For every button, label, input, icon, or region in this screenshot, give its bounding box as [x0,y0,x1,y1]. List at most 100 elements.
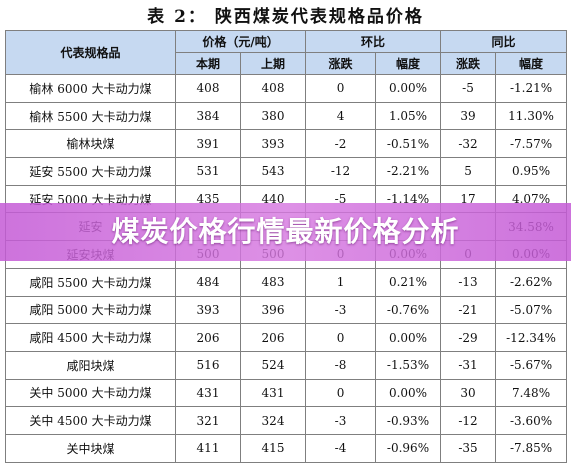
table-cell: -2.62% [495,267,568,297]
table-cell: 411 [175,433,241,463]
table-cell: 0 [305,323,377,352]
table-row: 咸阳 5500 大卡动力煤 484 483 1 0.21% -13 -2.62% [5,267,568,297]
table-cell: 0 [305,378,377,408]
table-cell: 206 [175,323,241,352]
table-row: 关中 4500 大卡动力煤 321 324 -3 -0.93% -12 -3.60% [5,406,568,435]
title: 表 2： 陕西煤炭代表规格品价格 [147,7,424,27]
table-cell: 1.05% [375,101,442,131]
table-cell: 0.00% [375,74,442,103]
table-cell: 4 [305,101,377,131]
table-cell: 0.21% [375,267,442,297]
table-cell: 206 [239,323,307,352]
table-row: 延安 5500 大卡动力煤 531 543 -12 -2.21% 5 0.95% [5,157,568,186]
header-cell: 价格（元/吨） [174,30,307,53]
table-cell: 321 [175,406,241,435]
subheader-cell: 幅度 [375,52,442,75]
table-cell: -2 [305,129,377,159]
table-cell: 咸阳 5000 大卡动力煤 [5,295,176,325]
header-cell: 同比 [440,30,568,53]
table-row: 关中 5000 大卡动力煤 431 431 0 0.00% 30 7.48% [5,378,568,408]
table-cell: 431 [175,378,241,408]
table-cell: 7.48% [495,378,568,408]
table-row: 咸阳 4500 大卡动力煤 206 206 0 0.00% -29 -12.34% [5,323,568,352]
table-row: 榆林 5500 大卡动力煤 384 380 4 1.05% 39 11.30% [5,101,568,131]
subheader-cell: 上期 [239,52,307,75]
table-cell: 0.00% [375,378,442,408]
table-cell: 关中块煤 [5,433,176,463]
table-cell: 408 [239,74,307,103]
table-cell: -21 [440,295,497,325]
table-cell: -35 [440,433,497,463]
table-cell: 483 [239,267,307,297]
table-cell: 431 [239,378,307,408]
banner: 煤炭价格行情最新价格分析 [0,203,571,261]
table-cell: 408 [175,74,241,103]
header-cell: 代表规格品 [5,30,176,75]
table-cell: 榆林 6000 大卡动力煤 [5,74,176,103]
table-row: 咸阳 5000 大卡动力煤 393 396 -3 -0.76% -21 -5.07% [5,295,568,325]
table-cell: 1 [305,267,377,297]
table-cell: 咸阳块煤 [5,350,176,380]
table-cell: 延安 5500 大卡动力煤 [5,157,176,186]
table-cell: 391 [175,129,241,159]
subheader-cell: 涨跌 [440,52,497,75]
table-cell: -0.51% [375,129,442,159]
table-cell: 关中 5000 大卡动力煤 [5,378,176,408]
table-cell: -3 [305,406,377,435]
table-cell: 484 [175,267,241,297]
table-cell: -7.85% [495,433,568,463]
table-cell: -12 [305,157,377,186]
table-cell: -3 [305,295,377,325]
subheader-cell: 幅度 [495,52,568,75]
table-cell: -5.07% [495,295,568,325]
table-cell: -12.34% [495,323,568,352]
table-cell: 0 [305,74,377,103]
subheader-cell: 本期 [175,52,241,75]
table-cell: -7.57% [495,129,568,159]
table-cell: 396 [239,295,307,325]
table-cell: -1.53% [375,350,442,380]
table-cell: 0.00% [375,323,442,352]
table-cell: -0.93% [375,406,442,435]
table-cell: 393 [175,295,241,325]
table-cell: 415 [239,433,307,463]
table-cell: 5 [440,157,497,186]
table-cell: 384 [175,101,241,131]
table-cell: -5.67% [495,350,568,380]
table-cell: 543 [239,157,307,186]
table-cell: -12 [440,406,497,435]
table-cell: -2.21% [375,157,442,186]
table-cell: 393 [239,129,307,159]
table-cell: -32 [440,129,497,159]
table-cell: -3.60% [495,406,568,435]
table-row: 关中块煤 411 415 -4 -0.96% -35 -7.85% [5,433,568,463]
subheader-cell: 涨跌 [305,52,377,75]
table-cell: -29 [440,323,497,352]
table-cell: 11.30% [495,101,568,131]
table-cell: 30 [440,378,497,408]
table-cell: -13 [440,267,497,297]
table-cell: 324 [239,406,307,435]
table-cell: 榆林 5500 大卡动力煤 [5,101,176,131]
table-cell: 380 [239,101,307,131]
table-cell: -4 [305,433,377,463]
table-cell: 关中 4500 大卡动力煤 [5,406,176,435]
table-cell: -5 [440,74,497,103]
table-cell: 524 [239,350,307,380]
table-cell: -0.96% [375,433,442,463]
table-cell: 榆林块煤 [5,129,176,159]
table-row: 榆林 6000 大卡动力煤 408 408 0 0.00% -5 -1.21% [5,74,568,103]
table-cell: -8 [305,350,377,380]
table-cell: 0.95% [495,157,568,186]
table-row: 咸阳块煤 516 524 -8 -1.53% -31 -5.67% [5,350,568,380]
table-cell: -0.76% [375,295,442,325]
table-cell: 咸阳 4500 大卡动力煤 [5,323,176,352]
table-cell: 咸阳 5500 大卡动力煤 [5,267,176,297]
table-row: 榆林块煤 391 393 -2 -0.51% -32 -7.57% [5,129,568,159]
table-cell: -31 [440,350,497,380]
table-cell: 531 [175,157,241,186]
table-cell: 39 [440,101,497,131]
table-cell: 516 [175,350,241,380]
table-cell: -1.21% [495,74,568,103]
